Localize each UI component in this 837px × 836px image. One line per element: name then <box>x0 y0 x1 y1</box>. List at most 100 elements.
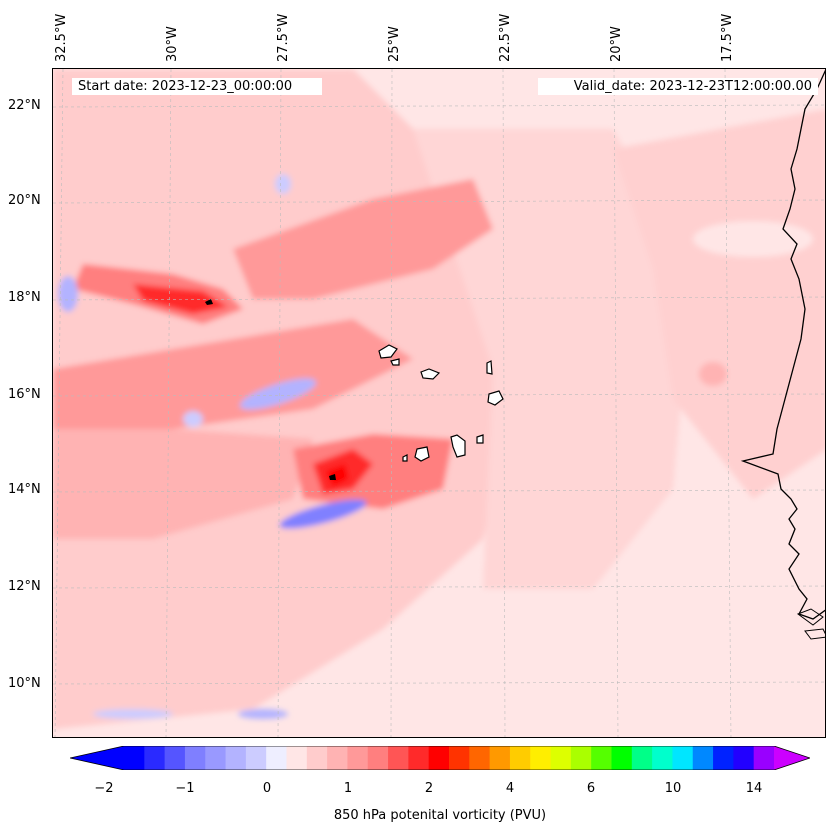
coastline-island-south <box>804 628 825 640</box>
lat-label-12n: 12°N <box>8 579 41 594</box>
lon-label-22.5w: 22.5°W <box>498 13 513 62</box>
colorbar-segment <box>144 746 166 770</box>
lat-label-20n: 20°N <box>8 193 41 208</box>
pv-negative-16n <box>239 378 317 410</box>
lon-label-25w: 25°W <box>387 26 402 62</box>
cape-verde-islands <box>378 344 504 462</box>
colorbar-segment <box>286 746 308 770</box>
island-sao-nicolau <box>420 368 441 380</box>
pv-negative-9n <box>93 709 173 719</box>
colorbar-segment <box>591 746 612 770</box>
colorbar-tick-2: 2 <box>424 781 434 796</box>
pv-negative-9n-east <box>238 709 288 719</box>
colorbar-segment <box>652 746 673 770</box>
colorbar-segment <box>570 746 592 770</box>
graticule <box>53 69 825 737</box>
lon-label-32.5w: 32.5°W <box>54 13 69 62</box>
coastline-west-africa <box>740 69 825 620</box>
pv-region-central <box>413 129 693 589</box>
colorbar-tick-10: 10 <box>664 781 682 796</box>
gridline-lon-32.5w <box>54 69 64 737</box>
colorbar-segment <box>672 746 694 770</box>
pv-region-east <box>613 109 825 499</box>
pv-patch-east <box>699 362 727 386</box>
lon-label-17.5w: 17.5°W <box>720 13 735 62</box>
colorbar-segment <box>327 746 348 770</box>
lat-label-10n: 10°N <box>8 676 41 691</box>
coastline-island-bissagos <box>796 608 824 626</box>
colorbar-segment <box>611 746 633 770</box>
pv-light-patch-east <box>693 221 813 257</box>
pv-max-spot-14n <box>329 474 336 480</box>
colorbar-segment <box>489 746 511 770</box>
map-panel <box>52 68 826 738</box>
lat-label-18n: 18°N <box>8 290 41 305</box>
colorbar-segment <box>509 746 531 770</box>
colorbar-segment <box>245 746 267 770</box>
map-canvas <box>53 69 825 737</box>
pv-streak-18n-core <box>133 284 228 314</box>
colorbar-tick-14: 14 <box>745 781 763 796</box>
colorbar-segment <box>306 746 328 770</box>
colorbar-segment <box>225 746 247 770</box>
colorbar-segment <box>733 746 755 770</box>
gridline-lon-27.5w <box>277 69 282 737</box>
pv-negative-14n <box>279 499 367 529</box>
island-sao-vicente <box>390 358 400 366</box>
lon-label-30w: 30°W <box>165 26 180 62</box>
colorbar-segment <box>367 746 389 770</box>
gridline-lon-17.5w <box>724 69 732 737</box>
colorbar-segment <box>347 746 369 770</box>
pv-band-20n <box>233 179 493 299</box>
start-date-box: Start date: 2023-12-23_00:00:00 <box>72 78 322 95</box>
colorbar-segment <box>408 746 430 770</box>
colorbar-over-arrow <box>774 746 810 770</box>
colorbar-segment <box>205 746 227 770</box>
gridline-lon-20w <box>613 69 619 737</box>
island-maio <box>476 434 484 444</box>
lon-label-20w: 20°W <box>609 26 624 62</box>
colorbar-segment <box>449 746 470 770</box>
colorbar-under-arrow <box>70 746 124 770</box>
colorbar-segment <box>530 746 552 770</box>
colorbar-segment <box>428 746 450 770</box>
valid-date-text: Valid_date: 2023-12-23T12:00:00.00 <box>573 79 812 94</box>
colorbar-tick-neg2: −2 <box>94 781 114 796</box>
colorbar-segment <box>753 746 775 770</box>
lon-label-27.5w: 27.5°W <box>276 13 291 62</box>
gridline-lon-30w <box>165 69 172 737</box>
colorbar <box>70 746 810 770</box>
colorbar-segment <box>692 746 714 770</box>
colorbar-segment <box>164 746 186 770</box>
colorbar-tick-6: 6 <box>586 781 596 796</box>
colorbar-segment <box>388 746 409 770</box>
start-date-text: Start date: 2023-12-23_00:00:00 <box>78 79 293 94</box>
colorbar-segment <box>713 746 734 770</box>
pv-band-15n <box>53 429 313 539</box>
lat-label-14n: 14°N <box>8 482 41 497</box>
lat-label-16n: 16°N <box>8 387 41 402</box>
colorbar-tick-1: 1 <box>343 781 353 796</box>
colorbar-tick-neg1: −1 <box>175 781 195 796</box>
island-sal <box>486 360 493 375</box>
colorbar-tick-0: 0 <box>262 781 272 796</box>
island-fogo <box>414 446 430 462</box>
pv-negative-20n <box>275 174 291 194</box>
pv-negative-15n <box>183 411 203 427</box>
pv-max-spot-18n <box>205 299 213 305</box>
valid-date-box: Valid_date: 2023-12-23T12:00:00.00 <box>538 78 818 95</box>
gridline-lon-22.5w <box>502 69 506 737</box>
island-brava <box>402 454 408 462</box>
colorbar-label: 850 hPa potenital vorticity (PVU) <box>333 808 547 823</box>
colorbar-segment <box>266 746 287 770</box>
island-santo-antao <box>378 344 398 359</box>
colorbar-segment <box>469 746 491 770</box>
island-santiago <box>450 434 466 458</box>
colorbar-tick-4: 4 <box>505 781 515 796</box>
pv-band-16n <box>53 319 413 449</box>
lat-label-22n: 22°N <box>8 98 41 113</box>
colorbar-segment <box>184 746 206 770</box>
pv-negative-18n-west <box>58 276 78 312</box>
pv-contour-fields <box>53 69 825 729</box>
island-boa-vista <box>487 390 504 406</box>
